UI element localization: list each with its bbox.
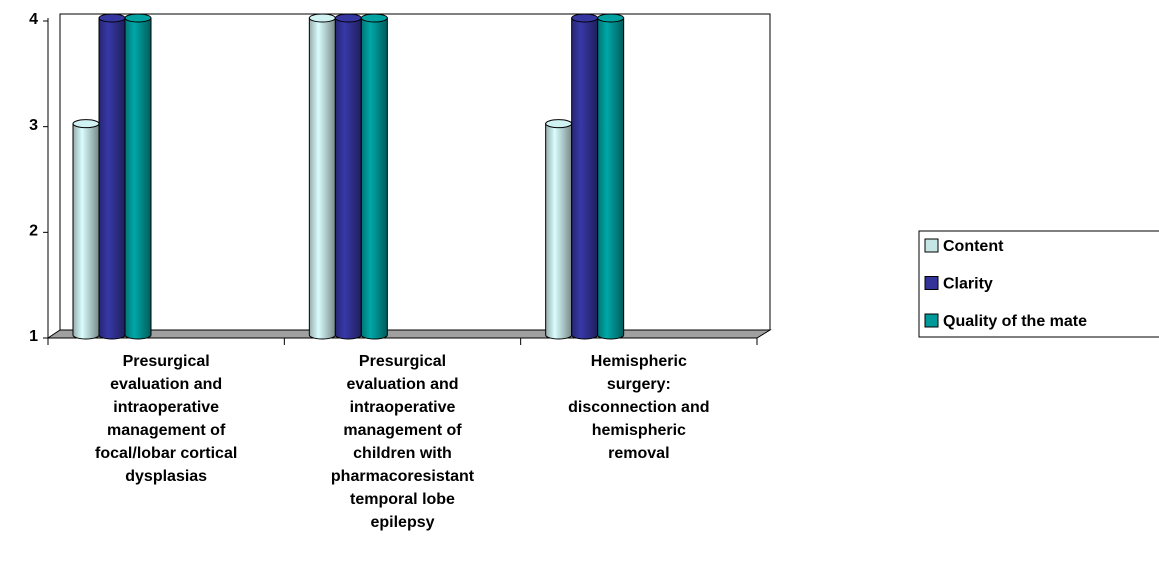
y-tick-label: 3: [29, 117, 38, 134]
bar-top: [334, 13, 362, 23]
bar: [360, 17, 388, 340]
bar: [308, 17, 336, 340]
bar-top: [308, 13, 336, 23]
legend-label: Quality of the mate: [943, 313, 1087, 330]
x-tick-label-line: Presurgical: [123, 353, 210, 370]
legend-swatch: [924, 276, 939, 290]
bar: [72, 123, 100, 340]
y-tick-label: 4: [29, 11, 38, 28]
bar: [124, 17, 152, 340]
x-tick-label-line: disconnection and: [568, 399, 709, 416]
bar: [571, 17, 599, 340]
x-tick-label-line: management of: [343, 422, 462, 439]
x-tick-label-line: focal/lobar cortical: [95, 445, 237, 462]
x-tick-label: Presurgical evaluation and intraoperative m…: [331, 353, 475, 531]
legend-box: [918, 230, 1159, 338]
x-tick-label-line: Presurgical: [359, 353, 446, 370]
bar-top: [597, 13, 625, 23]
x-tick-label-line: dysplasias: [125, 468, 207, 485]
x-tick-label-line: evaluation and: [346, 376, 458, 393]
x-tick-label-line: pharmacoresistant: [331, 468, 475, 485]
bar-top: [98, 13, 126, 23]
x-tick-label-line: children with: [353, 445, 452, 462]
y-tick-label: 2: [29, 223, 38, 240]
x-tick-label-line: hemispheric: [592, 422, 686, 439]
floor: [46, 329, 772, 339]
y-tick-label: 1: [29, 328, 38, 345]
x-tick-label: Presurgical evaluation and intraoperative m…: [95, 353, 237, 485]
x-tick-label-line: intraoperative: [113, 399, 219, 416]
x-tick-label-line: removal: [608, 445, 669, 462]
legend-swatch: [924, 238, 939, 253]
bar: [597, 17, 625, 340]
x-tick-label-line: intraoperative: [350, 399, 456, 416]
x-tick-label-line: surgery:: [607, 376, 671, 393]
bar: [545, 123, 573, 340]
legend-label: Content: [943, 238, 1004, 255]
legend-swatch: [924, 313, 939, 328]
x-tick-label: Hemispheric surgery: disconnection and hemi…: [568, 353, 709, 462]
bar-top: [571, 13, 599, 23]
x-tick-label-line: temporal lobe: [350, 491, 455, 508]
x-tick-label-line: epilepsy: [370, 514, 434, 531]
x-tick-label-line: evaluation and: [110, 376, 222, 393]
bar: [98, 17, 126, 340]
bar-top: [545, 119, 573, 129]
x-tick-label-line: Hemispheric: [591, 353, 687, 370]
bar-top: [360, 13, 388, 23]
x-tick-label-line: management of: [107, 422, 226, 439]
bar-top: [72, 119, 100, 129]
legend-label: Clarity: [943, 276, 993, 293]
bar-top: [124, 13, 152, 23]
back-wall: [59, 13, 771, 331]
bar: [334, 17, 362, 340]
